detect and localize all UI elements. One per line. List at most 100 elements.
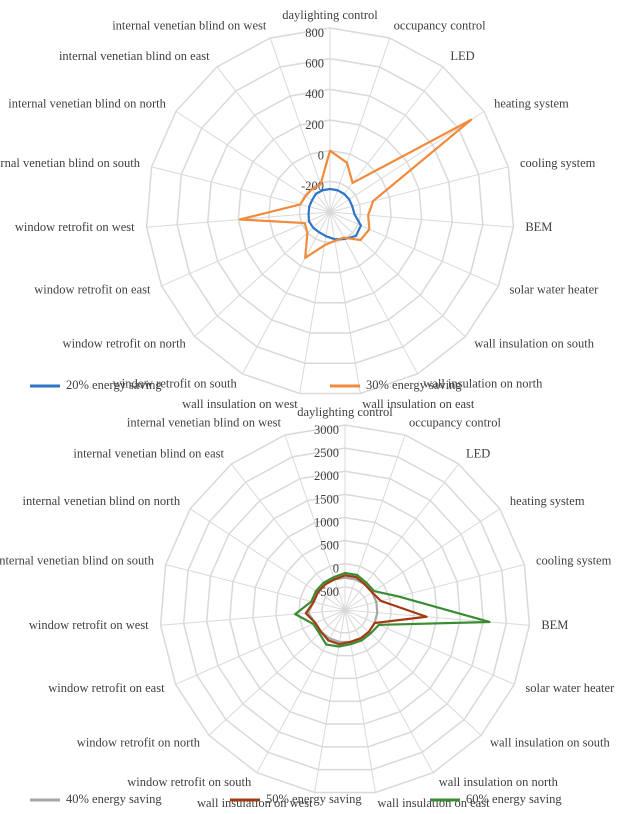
category-label: daylighting control bbox=[282, 8, 378, 22]
r-tick-label: 500 bbox=[320, 539, 339, 553]
spoke bbox=[329, 211, 499, 287]
category-label: window retrofit on north bbox=[77, 735, 201, 749]
spoke bbox=[329, 166, 509, 213]
category-label: internal venetian blind on west bbox=[127, 416, 282, 430]
r-tick-label: 0 bbox=[333, 562, 339, 576]
spoke bbox=[175, 110, 331, 213]
r-tick-label: 3000 bbox=[314, 423, 339, 437]
grid-ring bbox=[321, 586, 369, 634]
spoke bbox=[165, 564, 346, 611]
grid-ring bbox=[298, 562, 392, 657]
spoke bbox=[230, 463, 346, 611]
legend-label: 20% energy saving bbox=[66, 378, 162, 392]
category-label: window retrofit on west bbox=[29, 618, 149, 632]
spoke bbox=[329, 66, 444, 213]
category-label: wall insulation on north bbox=[423, 376, 543, 390]
spoke bbox=[216, 66, 331, 213]
category-label: wall insulation on east bbox=[362, 397, 475, 411]
spoke bbox=[344, 609, 434, 773]
category-label: internal venetian blind on west bbox=[112, 18, 267, 32]
grid-ring bbox=[159, 424, 531, 794]
category-label: wall insulation on south bbox=[490, 735, 611, 749]
r-tick-label: 1000 bbox=[314, 515, 339, 529]
spoke bbox=[329, 211, 514, 228]
grid-ring bbox=[176, 57, 484, 364]
category-label: BEM bbox=[525, 220, 552, 234]
legend-label: 50% energy saving bbox=[266, 792, 362, 806]
category-label: internal venetian blind on south bbox=[0, 156, 141, 170]
spoke bbox=[344, 508, 501, 611]
category-label: cooling system bbox=[536, 554, 612, 568]
spoke bbox=[344, 434, 406, 611]
spoke bbox=[314, 609, 346, 793]
category-label: occupancy control bbox=[394, 18, 487, 32]
category-label: LED bbox=[450, 49, 474, 63]
r-tick-label: 600 bbox=[305, 57, 324, 71]
category-label: internal venetian blind on east bbox=[73, 446, 224, 460]
category-label: BEM bbox=[541, 618, 568, 632]
spoke bbox=[329, 211, 361, 394]
grid-ring bbox=[268, 149, 392, 274]
spoke bbox=[241, 211, 331, 375]
legend-label: 60% energy saving bbox=[466, 792, 562, 806]
spoke bbox=[189, 508, 346, 611]
category-label: internal venetian blind on north bbox=[22, 494, 180, 508]
r-tick-label: -200 bbox=[301, 179, 324, 193]
grid-ring bbox=[182, 447, 508, 771]
category-label: daylighting control bbox=[297, 405, 393, 419]
spoke bbox=[344, 609, 530, 626]
category-label: heating system bbox=[510, 494, 585, 508]
category-label: window retrofit on east bbox=[34, 283, 151, 297]
category-label: internal venetian blind on south bbox=[0, 554, 155, 568]
category-label: LED bbox=[466, 446, 490, 460]
category-label: wall insulation on west bbox=[182, 397, 298, 411]
category-label: window retrofit on south bbox=[127, 775, 252, 789]
grid-ring bbox=[252, 516, 438, 702]
category-label: heating system bbox=[494, 97, 569, 111]
r-tick-label: 2000 bbox=[314, 469, 339, 483]
spoke bbox=[299, 211, 331, 394]
grid-ring bbox=[229, 493, 461, 725]
category-label: wall insulation on north bbox=[439, 775, 559, 789]
r-tick-label: 400 bbox=[305, 87, 324, 101]
spoke bbox=[256, 609, 346, 773]
spoke bbox=[284, 434, 346, 611]
category-label: window retrofit on south bbox=[113, 376, 238, 390]
r-tick-label: 1500 bbox=[314, 492, 339, 506]
series-line bbox=[238, 118, 473, 259]
r-tick-label: 800 bbox=[305, 26, 324, 40]
spoke bbox=[344, 463, 460, 611]
category-label: wall insulation on south bbox=[474, 337, 595, 351]
grid-ring bbox=[206, 88, 454, 334]
spoke bbox=[175, 609, 346, 685]
spoke bbox=[146, 211, 331, 228]
category-label: window retrofit on east bbox=[48, 681, 165, 695]
spoke bbox=[208, 609, 346, 736]
grid-ring bbox=[237, 119, 423, 304]
category-label: internal venetian blind on north bbox=[8, 97, 166, 111]
legend-label: 40% energy saving bbox=[66, 792, 162, 806]
r-tick-label: 200 bbox=[305, 118, 324, 132]
r-tick-label: 2500 bbox=[314, 446, 339, 460]
category-label: window retrofit on west bbox=[15, 220, 135, 234]
spoke bbox=[329, 211, 466, 337]
spoke bbox=[194, 211, 331, 337]
spoke bbox=[344, 609, 482, 736]
series-line bbox=[294, 571, 491, 648]
category-label: cooling system bbox=[520, 156, 596, 170]
series-line bbox=[307, 187, 362, 241]
grid-ring bbox=[205, 470, 485, 748]
category-label: solar water heater bbox=[525, 681, 615, 695]
grid-ring bbox=[145, 27, 515, 395]
grid-ring bbox=[275, 539, 415, 680]
spoke bbox=[344, 564, 525, 611]
spoke bbox=[344, 609, 515, 685]
spoke bbox=[160, 609, 346, 626]
category-label: occupancy control bbox=[409, 416, 502, 430]
category-label: solar water heater bbox=[509, 283, 599, 297]
category-label: internal venetian blind on east bbox=[59, 49, 210, 63]
category-label: wall insulation on east bbox=[377, 796, 490, 810]
category-label: wall insulation on west bbox=[197, 796, 313, 810]
series-line bbox=[304, 574, 428, 646]
